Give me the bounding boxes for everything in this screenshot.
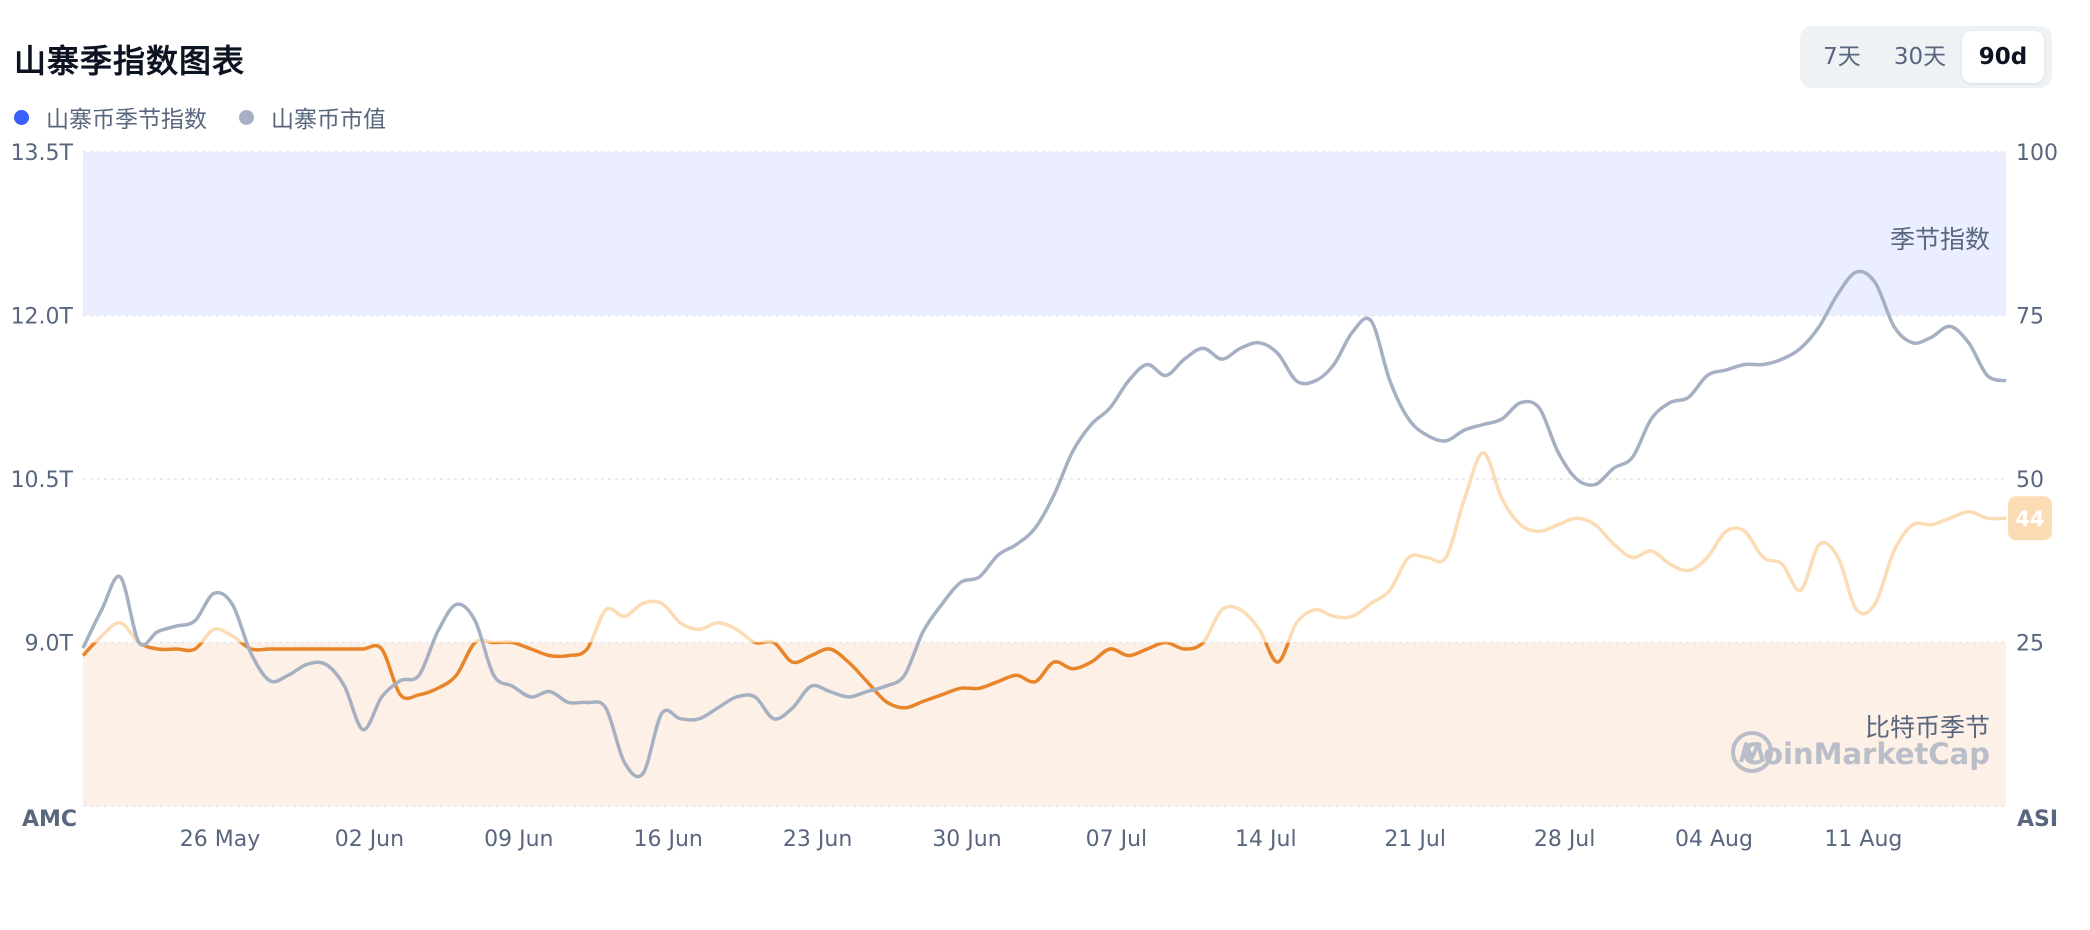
altseason-index-line (81, 642, 1291, 710)
range-30d-button[interactable]: 30天 (1893, 44, 1947, 70)
time-range-switch: 7天 30天 90d (1800, 26, 2052, 88)
altseason-zone (83, 152, 2006, 316)
current-index-badge (2008, 496, 2052, 541)
legend-item-altseason-index[interactable]: 山寨币季节指数 (14, 100, 207, 134)
right-axis-tick: 50 (2016, 468, 2044, 493)
right-axis-tick: 100 (2016, 141, 2058, 166)
page-title: 山寨季指数图表 (14, 42, 246, 80)
x-axis-tick: 11 Aug (1824, 827, 1902, 852)
current-index-badge-text: 44 (2015, 507, 2044, 531)
x-axis-tick: 04 Aug (1675, 827, 1753, 852)
legend-dot-blue-icon (14, 109, 29, 125)
right-axis-tick: 75 (2016, 305, 2044, 330)
x-axis-tick: 28 Jul (1534, 827, 1596, 852)
altseason-index-line-faded (92, 451, 2007, 643)
cmc-logo-icon (1731, 731, 1773, 773)
x-axis-tick: 07 Jul (1086, 827, 1148, 852)
legend-label: 山寨币季节指数 (46, 107, 207, 133)
x-axis-tick: 09 Jun (484, 827, 553, 852)
x-axis-tick: 23 Jun (783, 827, 852, 852)
legend-dot-gray-icon (239, 109, 254, 125)
legend-label: 山寨币市值 (271, 107, 386, 133)
left-axis-label: AMC (22, 807, 77, 832)
right-axis-tick: 25 (2016, 632, 2044, 657)
watermark-text: CoinMarketCap (1742, 737, 1990, 771)
x-axis-tick: 02 Jun (335, 827, 404, 852)
x-axis-tick: 21 Jul (1384, 827, 1446, 852)
range-90d-button[interactable]: 90d (1962, 31, 2044, 83)
bitcoin-season-zone (83, 642, 2006, 806)
coinmarketcap-watermark: CoinMarketCap (1731, 731, 1990, 773)
left-axis-tick: 12.0T (11, 305, 74, 330)
chart-legend: 山寨币季节指数 山寨币市值 (14, 100, 418, 134)
bitcoin-season-zone-label: 比特币季节 (1865, 713, 1990, 742)
x-axis-tick: 16 Jun (634, 827, 703, 852)
legend-item-altcoin-marketcap[interactable]: 山寨币市值 (239, 100, 386, 134)
x-axis-tick: 26 May (180, 827, 260, 852)
left-axis-tick: 10.5T (11, 468, 74, 493)
x-axis-tick: 30 Jun (932, 827, 1001, 852)
left-axis-tick: 13.5T (11, 141, 74, 166)
range-7d-button[interactable]: 7天 (1823, 44, 1861, 70)
x-axis-tick: 14 Jul (1235, 827, 1297, 852)
altseason-zone-label: 季节指数 (1890, 225, 1990, 254)
cmc-logo-mark-icon (1739, 742, 1765, 763)
right-axis-label: ASI (2017, 807, 2058, 832)
left-axis-tick: 9.0T (25, 632, 74, 657)
altcoin-marketcap-line (81, 269, 2007, 779)
